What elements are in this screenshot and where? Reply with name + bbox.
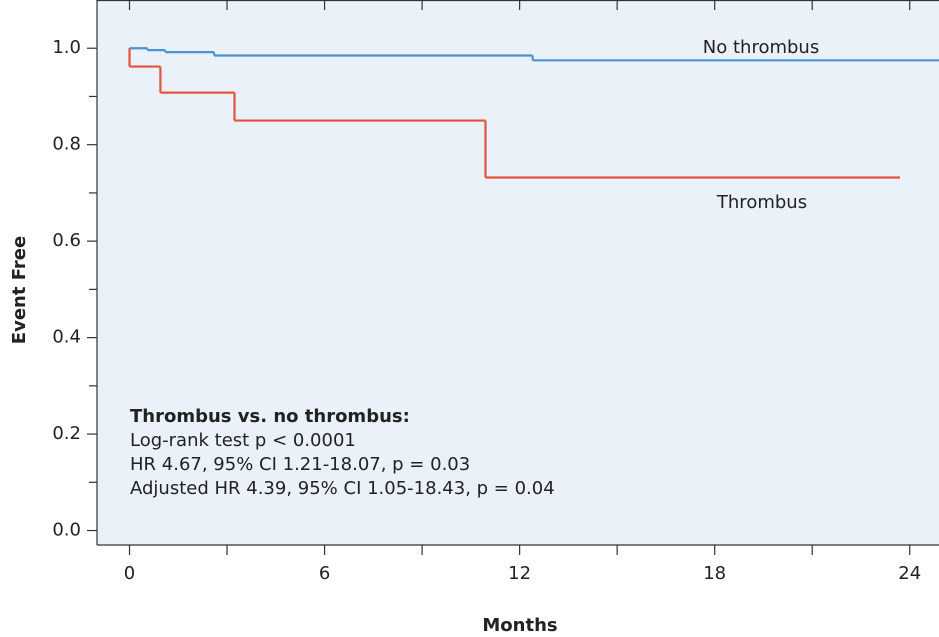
annotation: Log-rank test p < 0.0001 [130,430,356,451]
y-tick-label: 0.0 [52,520,81,541]
x-axis-title: Months [482,615,557,636]
y-axis-title: Event Free [9,236,30,344]
series-label: Thrombus [716,192,807,213]
x-tick-label: 0 [124,563,135,584]
y-tick-label: 0.6 [52,230,81,251]
x-tick-label: 12 [508,563,531,584]
annotation: Thrombus vs. no thrombus: [130,406,410,427]
series-label: No thrombus [703,37,819,58]
x-tick-label: 18 [703,563,726,584]
y-tick-label: 0.4 [52,327,81,348]
y-tick-label: 1.0 [52,37,81,58]
annotation: Adjusted HR 4.39, 95% CI 1.05-18.43, p =… [130,478,555,499]
annotation: HR 4.67, 95% CI 1.21-18.07, p = 0.03 [130,454,470,475]
y-tick-label: 0.2 [52,423,81,444]
plot-area [97,0,939,545]
y-tick-label: 0.8 [52,134,81,155]
x-tick-label: 6 [319,563,330,584]
x-tick-label: 24 [898,563,921,584]
